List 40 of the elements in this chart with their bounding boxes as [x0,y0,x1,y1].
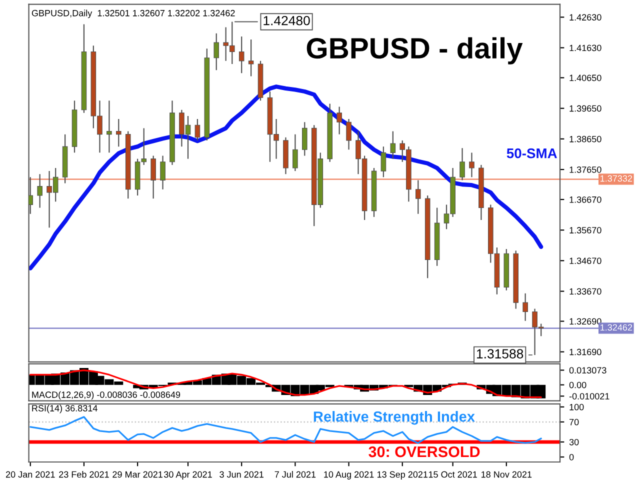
text: GBPUSD - daily [306,37,523,64]
ref-line-label: 1.32462 [600,324,632,331]
annotation: 1.42480 [264,16,310,26]
y-tick-label: -0.010021 [569,393,610,400]
x-tick-label: 23 Feb 2021 [59,471,109,478]
y-tick-label: 1.31690 [570,348,602,356]
x-tick-label: 13 Sep 2021 [377,471,428,480]
y-tick-label: 100 [570,404,584,410]
x-tick-label: 10 Aug 2021 [324,471,374,480]
y-tick-label: 1.38650 [570,136,602,142]
y-tick-label: 1.35670 [570,227,602,234]
y-tick-label: 0.00 [569,382,586,388]
annotation: 1.31588 [476,349,524,358]
y-tick-label: 30 [569,438,579,446]
y-tick-label: 70 [569,418,579,426]
annotation: RSI(14) 36.8314 [32,404,98,414]
y-tick-label: 1.33670 [570,288,602,295]
series-label: Relative Strength Index [314,411,475,425]
y-tick-label: 1.40650 [570,74,602,82]
ref-line-label: 30: OVERSOLD [368,446,480,458]
annotation: MACD(12,26,9) -0.008036 -0.008649 [32,391,180,400]
y-tick-label: 0.013073 [569,367,606,374]
x-tick-label: 18 Nov 2021 [482,471,532,478]
x-tick-label: 29 Mar 2021 [112,471,162,478]
x-tick-label: 30 Apr 2021 [164,471,212,480]
annotation: GBPUSD,Daily 1.32501 1.32607 1.32202 1.32462 [32,10,235,18]
x-tick-label: 7 Jul 2021 [274,471,316,478]
y-tick-label: 1.37650 [570,166,602,173]
y-tick-label: 1.34670 [570,258,602,264]
x-tick-label: 20 Jan 2021 [6,471,55,478]
y-tick-label: 1.36670 [570,196,602,203]
x-tick-label: 15 Oct 2021 [428,471,477,478]
y-tick-label: 1.41630 [570,44,602,52]
ref-line-label: 1.37332 [600,175,632,182]
y-tick-label: 1.42630 [570,14,602,21]
text: 50-SMA [506,148,557,158]
y-tick-label: 1.39650 [570,105,602,112]
y-tick-label: 1.32690 [570,318,602,325]
x-tick-label: 3 Jun 2021 [220,471,264,478]
y-tick-label: 0 [569,454,574,460]
